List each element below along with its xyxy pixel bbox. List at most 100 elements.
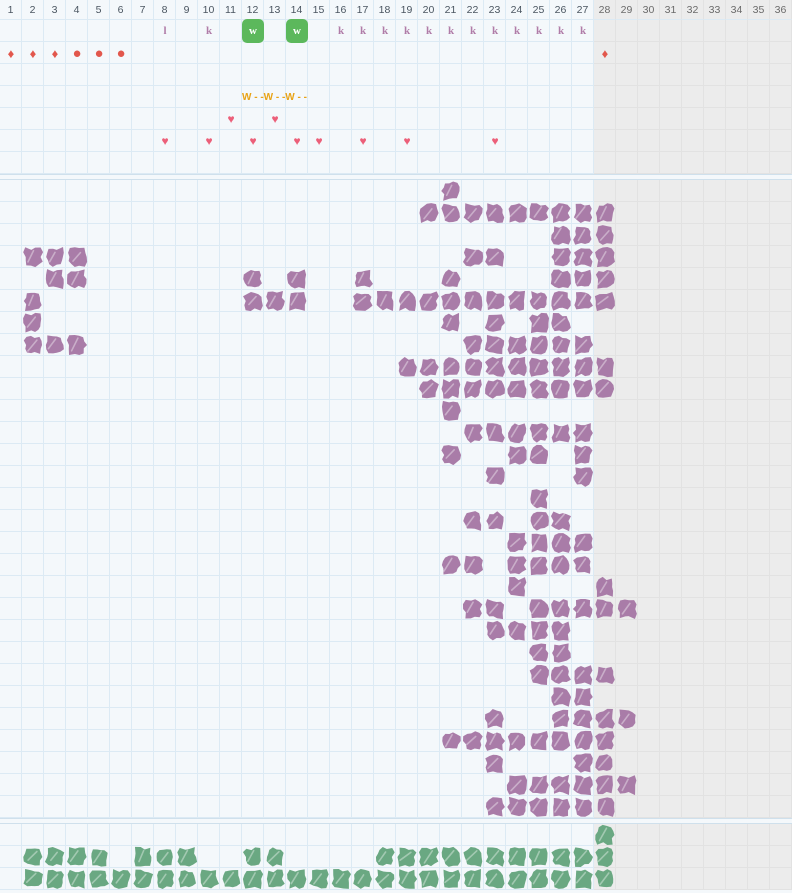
- main-chart-cell[interactable]: [616, 510, 638, 532]
- main-chart-cell[interactable]: [550, 532, 572, 554]
- main-chart-cell[interactable]: [66, 598, 88, 620]
- main-chart-cell[interactable]: [352, 532, 374, 554]
- bottom-band-cell[interactable]: [682, 824, 704, 846]
- main-chart-cell[interactable]: [550, 730, 572, 752]
- main-chart-cell[interactable]: [264, 510, 286, 532]
- symbol-band-cell[interactable]: [440, 152, 462, 174]
- main-chart-cell[interactable]: [638, 708, 660, 730]
- main-chart-cell[interactable]: [352, 774, 374, 796]
- column-header-4[interactable]: 4: [66, 0, 88, 20]
- main-chart-cell[interactable]: [550, 400, 572, 422]
- bottom-band-cell[interactable]: [682, 846, 704, 868]
- symbol-band-cell[interactable]: [286, 108, 308, 130]
- main-chart-cell[interactable]: [176, 246, 198, 268]
- symbol-band-cell[interactable]: [484, 152, 506, 174]
- main-chart-cell[interactable]: [154, 246, 176, 268]
- main-chart-cell[interactable]: [418, 422, 440, 444]
- main-chart-cell[interactable]: [242, 422, 264, 444]
- main-chart-cell[interactable]: [220, 290, 242, 312]
- main-chart-cell[interactable]: [22, 290, 44, 312]
- main-chart-cell[interactable]: [374, 422, 396, 444]
- main-chart-cell[interactable]: [352, 686, 374, 708]
- main-chart-cell[interactable]: [198, 510, 220, 532]
- main-chart-cell[interactable]: [396, 400, 418, 422]
- main-chart-cell[interactable]: [726, 488, 748, 510]
- main-chart-cell[interactable]: [352, 664, 374, 686]
- main-chart-cell[interactable]: [616, 554, 638, 576]
- main-chart-cell[interactable]: [572, 246, 594, 268]
- main-chart-cell[interactable]: [616, 488, 638, 510]
- symbol-band-cell[interactable]: [682, 64, 704, 86]
- main-chart-cell[interactable]: [220, 180, 242, 202]
- main-chart-cell[interactable]: [638, 334, 660, 356]
- main-chart-cell[interactable]: [506, 730, 528, 752]
- main-chart-cell[interactable]: [462, 708, 484, 730]
- main-chart-cell[interactable]: [748, 488, 770, 510]
- main-chart-cell[interactable]: [352, 620, 374, 642]
- main-chart-cell[interactable]: [528, 730, 550, 752]
- main-chart-cell[interactable]: [66, 796, 88, 818]
- symbol-band-cell[interactable]: [418, 42, 440, 64]
- main-chart-cell[interactable]: [616, 378, 638, 400]
- main-chart-cell[interactable]: [44, 554, 66, 576]
- main-chart-cell[interactable]: [660, 752, 682, 774]
- main-chart-cell[interactable]: [594, 466, 616, 488]
- main-chart-cell[interactable]: [440, 224, 462, 246]
- symbol-band-cell[interactable]: [154, 130, 176, 152]
- main-chart-cell[interactable]: [550, 598, 572, 620]
- main-chart-cell[interactable]: [374, 356, 396, 378]
- symbol-band-cell[interactable]: [506, 64, 528, 86]
- main-chart-cell[interactable]: [704, 532, 726, 554]
- main-chart-cell[interactable]: [572, 686, 594, 708]
- main-chart-cell[interactable]: [308, 356, 330, 378]
- symbol-band-cell[interactable]: [704, 20, 726, 42]
- main-chart-cell[interactable]: [0, 334, 22, 356]
- main-chart-cell[interactable]: [770, 510, 792, 532]
- main-chart-cell[interactable]: [154, 708, 176, 730]
- main-chart-cell[interactable]: [352, 268, 374, 290]
- main-chart-cell[interactable]: [660, 224, 682, 246]
- main-chart-cell[interactable]: [374, 532, 396, 554]
- main-chart-cell[interactable]: [132, 730, 154, 752]
- main-chart-cell[interactable]: [704, 268, 726, 290]
- symbol-band-cell[interactable]: [0, 64, 22, 86]
- main-chart-cell[interactable]: [352, 356, 374, 378]
- main-chart-cell[interactable]: [704, 488, 726, 510]
- main-chart-cell[interactable]: [44, 642, 66, 664]
- symbol-band-cell[interactable]: [462, 42, 484, 64]
- main-chart-cell[interactable]: [286, 268, 308, 290]
- main-chart-cell[interactable]: [616, 312, 638, 334]
- main-chart-cell[interactable]: [704, 180, 726, 202]
- main-chart-cell[interactable]: [66, 202, 88, 224]
- column-header-22[interactable]: 22: [462, 0, 484, 20]
- symbol-band-cell[interactable]: [220, 42, 242, 64]
- main-chart-cell[interactable]: [726, 356, 748, 378]
- symbol-band-cell[interactable]: [286, 20, 308, 42]
- main-chart-cell[interactable]: [506, 224, 528, 246]
- main-chart-cell[interactable]: [616, 752, 638, 774]
- bottom-band-cell[interactable]: [660, 868, 682, 890]
- main-chart-cell[interactable]: [638, 356, 660, 378]
- column-header-15[interactable]: 15: [308, 0, 330, 20]
- symbol-band-cell[interactable]: [132, 64, 154, 86]
- symbol-band-cell[interactable]: [0, 152, 22, 174]
- bottom-band-cell[interactable]: [440, 868, 462, 890]
- bottom-band-cell[interactable]: [726, 868, 748, 890]
- main-chart-cell[interactable]: [110, 224, 132, 246]
- main-chart-cell[interactable]: [22, 334, 44, 356]
- bottom-band-cell[interactable]: [44, 824, 66, 846]
- main-chart-cell[interactable]: [374, 488, 396, 510]
- main-chart-cell[interactable]: [506, 708, 528, 730]
- main-chart-cell[interactable]: [198, 202, 220, 224]
- main-chart-cell[interactable]: [330, 180, 352, 202]
- main-chart-cell[interactable]: [484, 598, 506, 620]
- symbol-band-cell[interactable]: [462, 20, 484, 42]
- main-chart-cell[interactable]: [572, 422, 594, 444]
- main-chart-cell[interactable]: [242, 532, 264, 554]
- main-chart-cell[interactable]: [110, 268, 132, 290]
- main-chart-cell[interactable]: [462, 510, 484, 532]
- main-chart-cell[interactable]: [660, 400, 682, 422]
- main-chart-cell[interactable]: [264, 224, 286, 246]
- main-chart-cell[interactable]: [352, 224, 374, 246]
- bottom-band-cell[interactable]: [550, 846, 572, 868]
